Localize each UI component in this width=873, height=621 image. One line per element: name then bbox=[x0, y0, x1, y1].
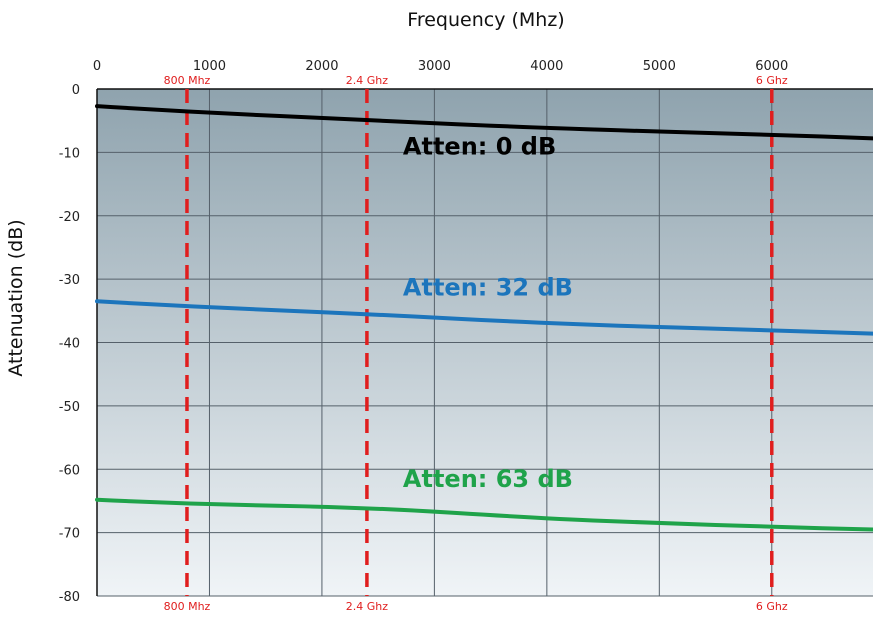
frequency-marker-label-top: 6 Ghz bbox=[756, 74, 788, 87]
frequency-marker-label-top: 800 Mhz bbox=[164, 74, 211, 87]
series-label: Atten: 32 dB bbox=[403, 274, 573, 302]
x-tick-label: 3000 bbox=[418, 59, 451, 74]
series-label: Atten: 63 dB bbox=[403, 465, 573, 493]
y-axis-title: Attenuation (dB) bbox=[5, 219, 27, 376]
y-tick-label: -40 bbox=[59, 337, 80, 352]
y-tick-label: -80 bbox=[59, 590, 80, 605]
y-tick-label: -70 bbox=[59, 527, 80, 542]
x-tick-label: 2000 bbox=[305, 59, 338, 74]
x-tick-label: 4000 bbox=[530, 59, 563, 74]
x-tick-label: 6000 bbox=[755, 59, 788, 74]
frequency-marker-label-bottom: 2.4 Ghz bbox=[346, 600, 388, 613]
y-tick-label: -10 bbox=[59, 146, 80, 161]
series-line bbox=[95, 104, 873, 141]
x-tick-label: 5000 bbox=[643, 59, 676, 74]
x-tick-label: 1000 bbox=[193, 59, 226, 74]
series-line bbox=[95, 299, 873, 336]
frequency-marker-label-top: 2.4 Ghz bbox=[346, 74, 388, 87]
frequency-marker-label-bottom: 800 Mhz bbox=[164, 600, 211, 613]
y-tick-label: 0 bbox=[72, 83, 80, 98]
series-label: Atten: 0 dB bbox=[403, 132, 556, 160]
x-axis-title: Frequency (Mhz) bbox=[407, 9, 564, 31]
y-tick-label: -20 bbox=[59, 210, 80, 225]
x-tick-label: 0 bbox=[93, 59, 101, 74]
y-tick-label: -50 bbox=[59, 400, 80, 415]
frequency-marker-label-bottom: 6 Ghz bbox=[756, 600, 788, 613]
y-tick-label: -60 bbox=[59, 463, 80, 478]
series-line bbox=[95, 497, 873, 532]
y-tick-label: -30 bbox=[59, 273, 80, 288]
